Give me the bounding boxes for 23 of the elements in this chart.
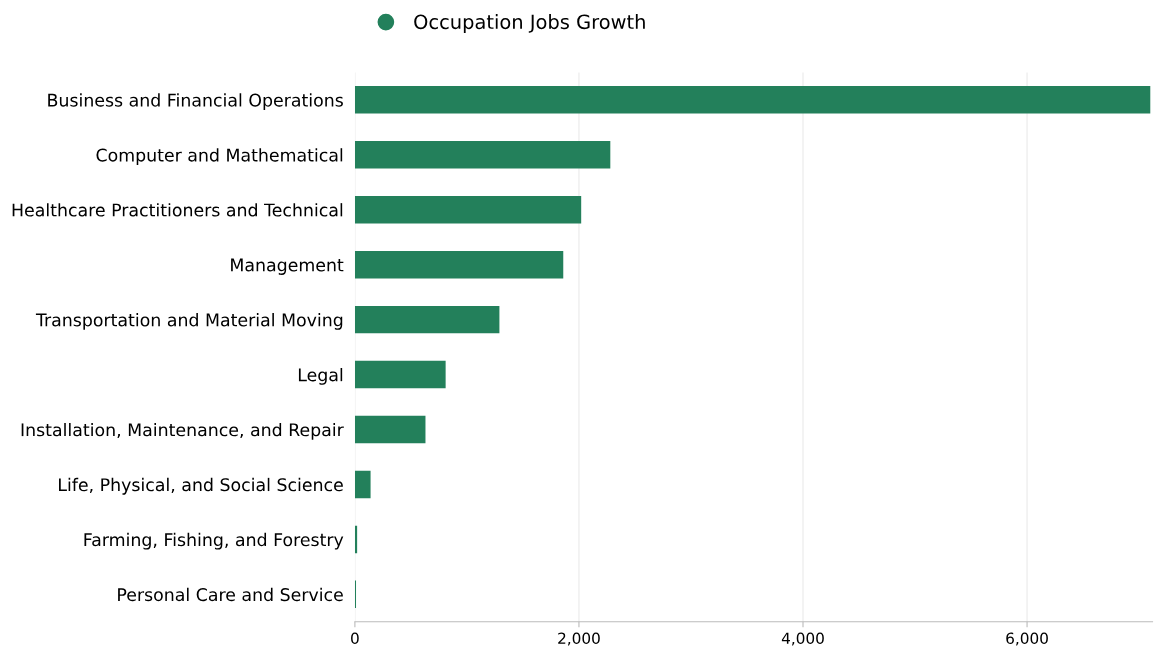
bar [354, 415, 426, 444]
legend-label: Occupation Jobs Growth [414, 14, 645, 33]
bar [354, 141, 611, 169]
bar [354, 250, 564, 279]
x-tick-label: 2,000 [558, 632, 600, 646]
y-tick-label: Life, Physical, and Social Science [59, 477, 343, 495]
y-tick-label: Management [231, 258, 344, 275]
y-tick-label: Farming, Fishing, and Forestry [84, 532, 344, 550]
y-tick-label: Installation, Maintenance, and Repair [21, 422, 344, 440]
y-tick-label: Business and Financial Operations [48, 93, 343, 111]
bar [354, 305, 500, 334]
y-tick-label: Legal [298, 367, 343, 385]
bar [354, 360, 446, 389]
y-tick-label: Healthcare Practitioners and Technical [12, 203, 343, 217]
y-tick-label: Transportation and Material Moving [35, 313, 343, 330]
bar [354, 470, 371, 499]
x-tick-label: 0 [351, 632, 359, 645]
y-tick-label: Computer and Mathematical [96, 148, 343, 165]
y-tick-label: Personal Care and Service [118, 587, 343, 602]
bar [354, 196, 582, 224]
bar [354, 86, 1151, 114]
x-tick-label: 6,000 [1006, 632, 1048, 646]
x-tick-label: 4,000 [781, 632, 824, 646]
